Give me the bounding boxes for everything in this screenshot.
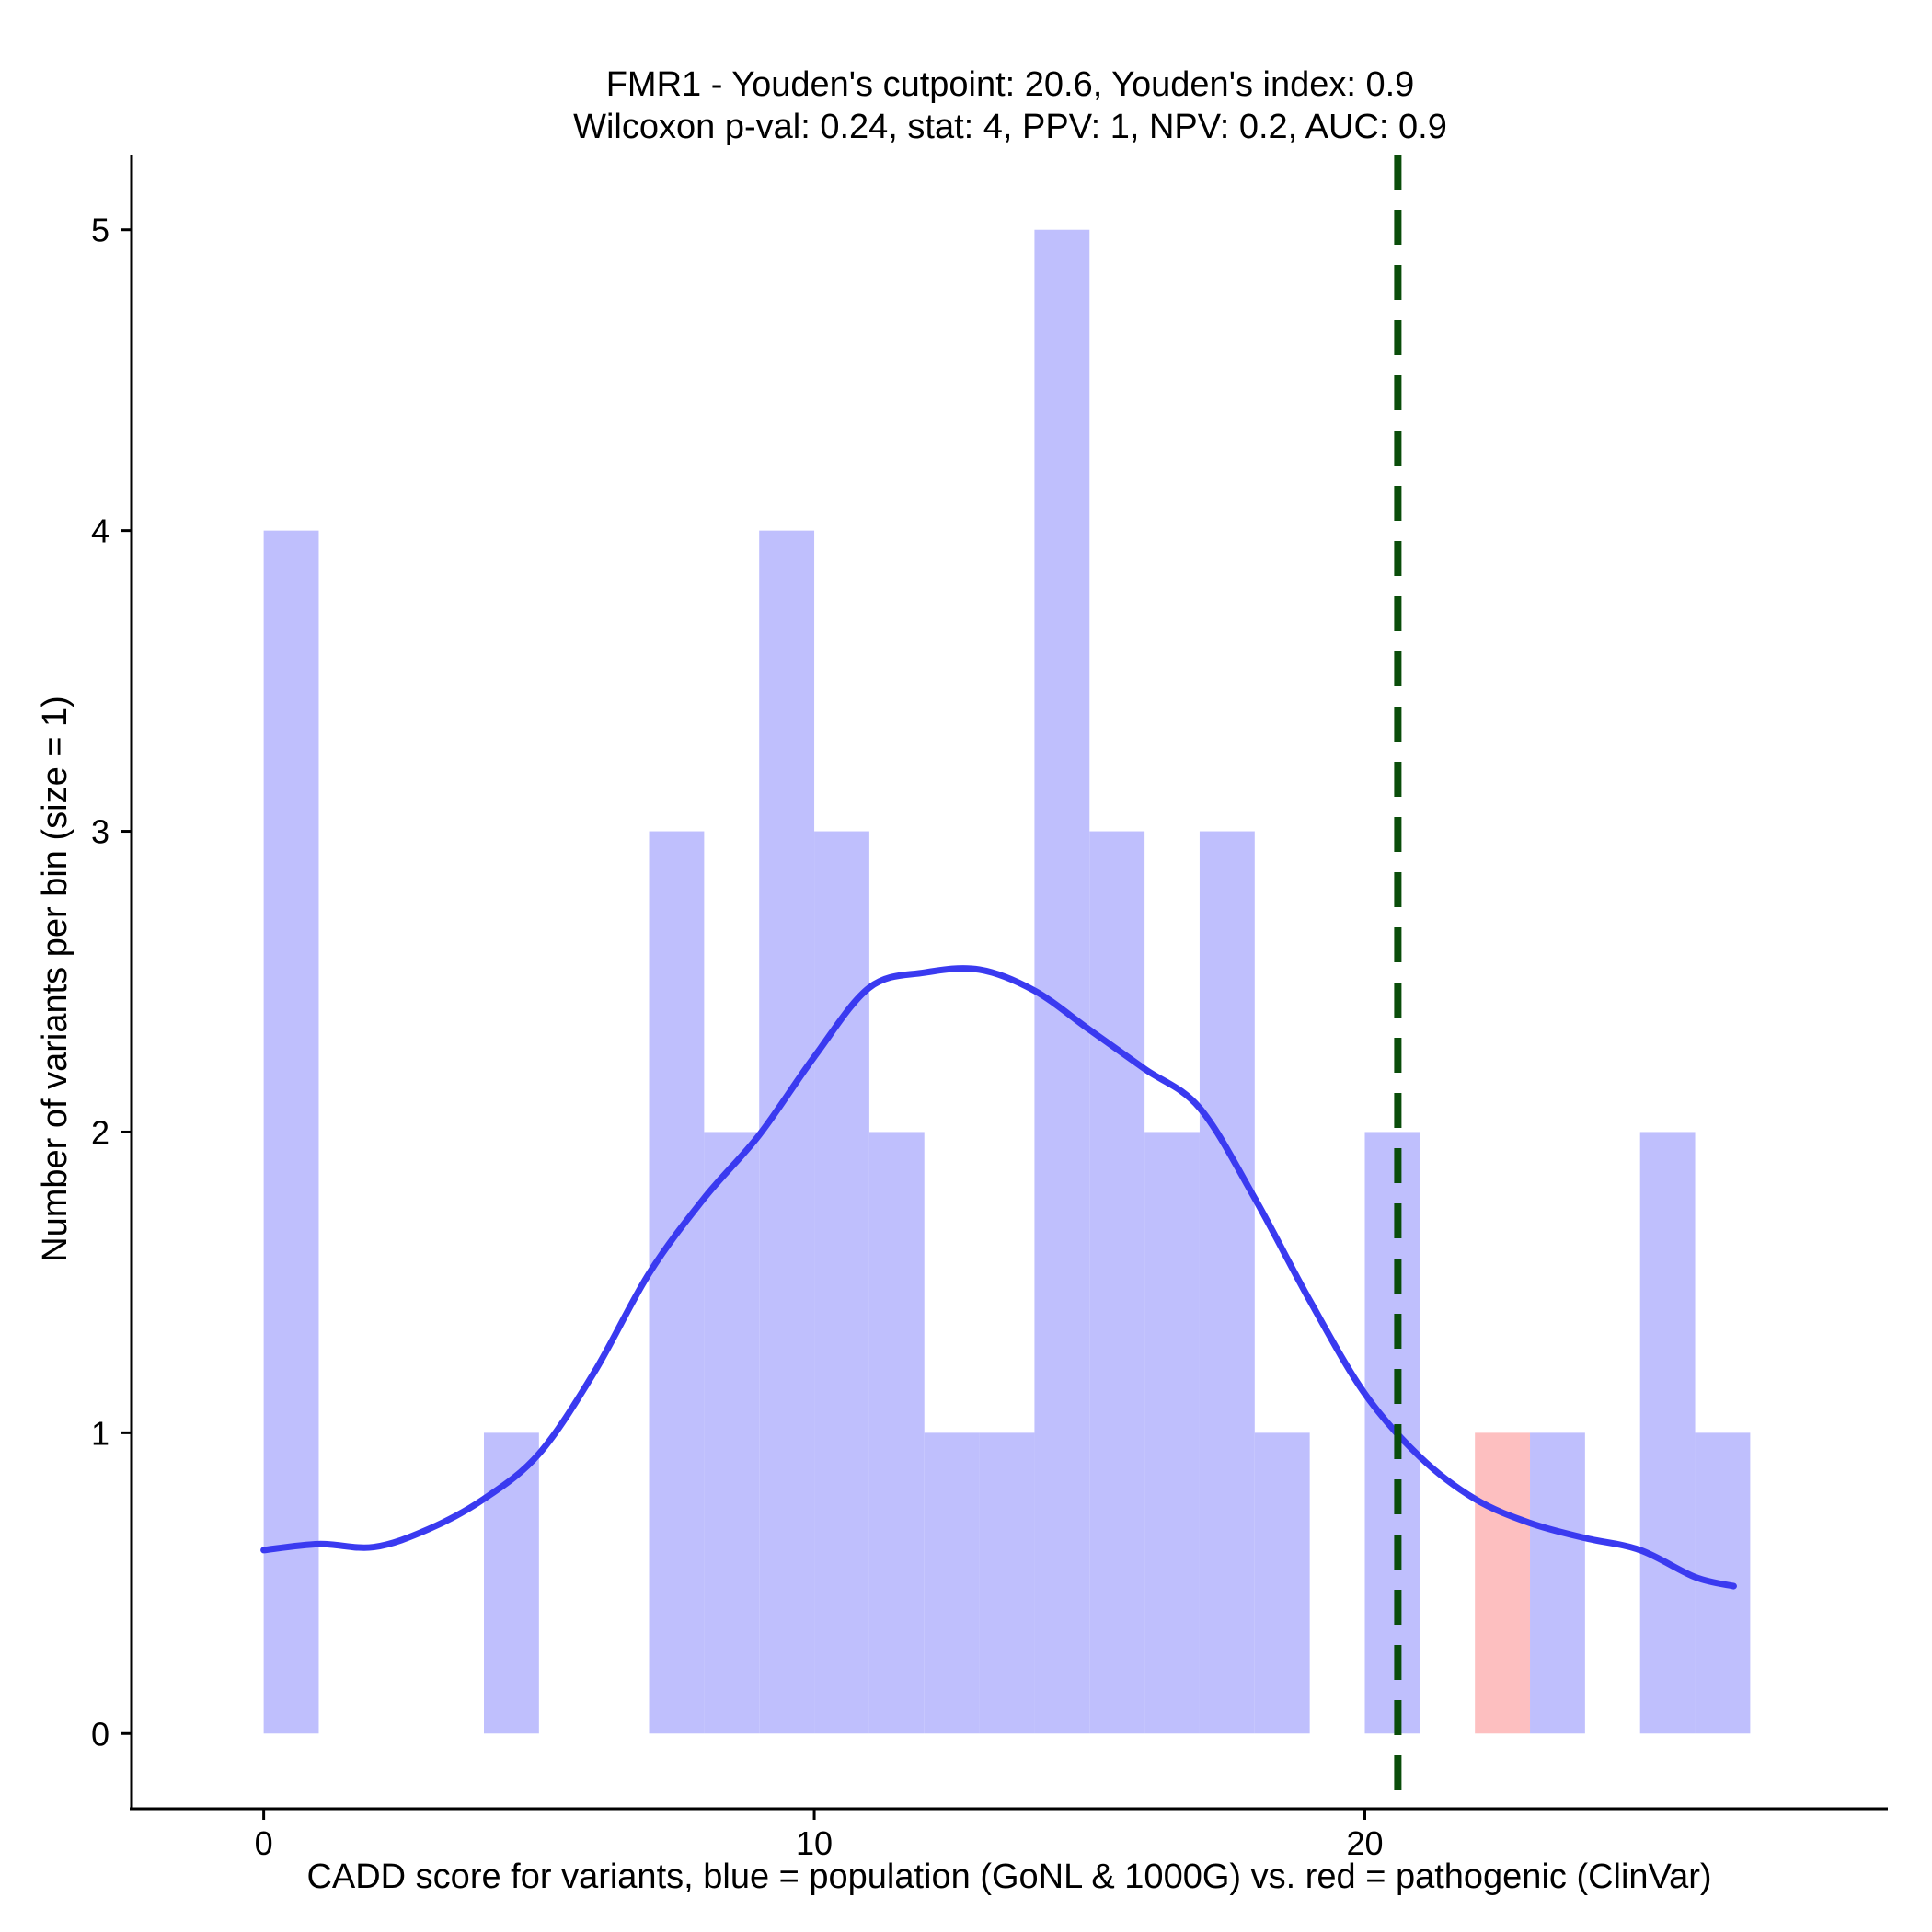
y-tick-label: 3 xyxy=(91,813,109,851)
population-bar xyxy=(263,530,319,1734)
x-tick-label: 20 xyxy=(1346,1824,1383,1862)
population-bar xyxy=(1034,229,1090,1734)
y-tick-label: 0 xyxy=(91,1715,109,1753)
x-axis-label: CADD score for variants, blue = populati… xyxy=(306,1857,1711,1896)
population-bar xyxy=(1530,1432,1585,1734)
population-bars xyxy=(263,229,1751,1734)
population-bar xyxy=(1089,831,1145,1734)
population-bar xyxy=(1254,1432,1310,1734)
y-axis-label: Number of variants per bin (size = 1) xyxy=(36,696,75,1262)
chart-title-line-2: Wilcoxon p-val: 0.24, stat: 4, PPV: 1, N… xyxy=(573,108,1447,146)
y-tick-label: 5 xyxy=(91,212,109,249)
pathogenic-bar xyxy=(1475,1432,1531,1734)
density-curve xyxy=(260,965,1737,1590)
population-bar xyxy=(1199,831,1255,1734)
population-bar xyxy=(814,831,869,1734)
pathogenic-bars xyxy=(1475,1432,1531,1734)
population-bar xyxy=(1639,1132,1696,1734)
population-bar xyxy=(979,1432,1035,1734)
y-tick-label: 4 xyxy=(91,512,109,550)
population-bar xyxy=(649,831,705,1734)
y-tick-label: 1 xyxy=(91,1414,109,1452)
y-tick-label: 2 xyxy=(91,1113,109,1151)
population-bar xyxy=(704,1132,760,1734)
population-bar xyxy=(868,1132,925,1734)
x-axis-ticks: 0 10 20 xyxy=(255,1809,1384,1862)
y-axis-ticks: 0 1 2 3 4 5 xyxy=(91,212,132,1753)
population-bar xyxy=(924,1432,980,1734)
population-bar xyxy=(759,530,815,1734)
population-bar xyxy=(1144,1132,1200,1734)
chart-title-line-1: FMR1 - Youden's cutpoint: 20.6, Youden's… xyxy=(606,65,1415,104)
x-tick-label: 10 xyxy=(796,1824,833,1862)
x-tick-label: 0 xyxy=(255,1824,273,1862)
